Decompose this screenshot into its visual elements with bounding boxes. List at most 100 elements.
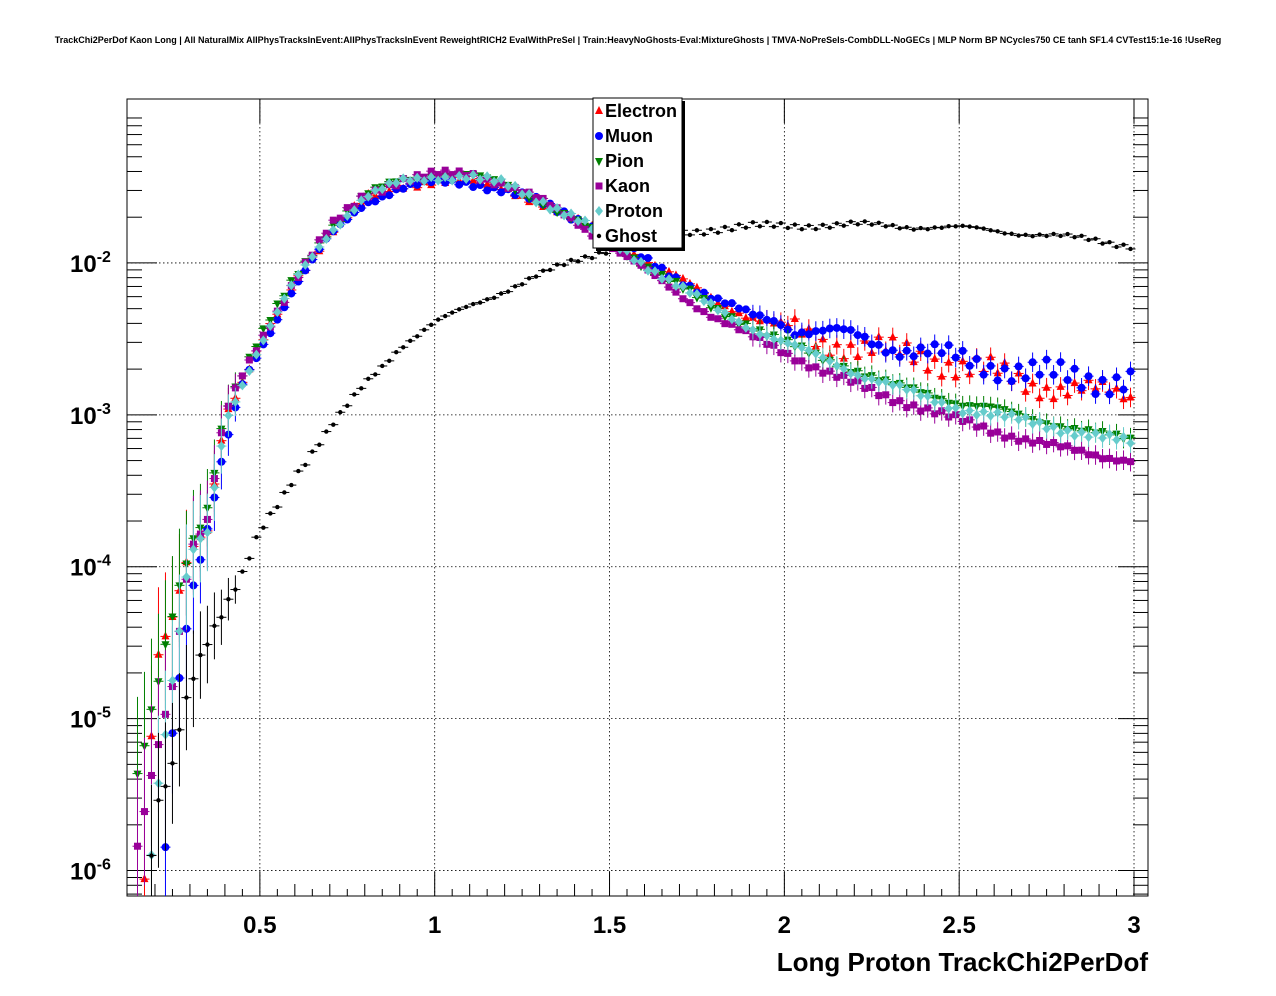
data-point — [1057, 443, 1065, 451]
data-point — [554, 262, 560, 267]
data-point — [1049, 370, 1058, 379]
data-point — [212, 623, 217, 629]
data-point — [581, 225, 589, 233]
data-point — [603, 251, 609, 256]
data-point — [1070, 364, 1079, 373]
data-points — [132, 166, 1136, 896]
data-point — [875, 392, 883, 400]
data-point — [623, 253, 631, 261]
data-point — [1014, 362, 1023, 371]
data-point — [1063, 376, 1072, 385]
data-point — [1070, 430, 1079, 441]
data-point — [429, 322, 434, 328]
data-point — [301, 259, 310, 270]
data-point — [380, 363, 385, 369]
data-point — [867, 373, 876, 384]
data-point — [930, 340, 939, 349]
data-point — [1072, 234, 1077, 240]
data-point — [170, 761, 175, 766]
data-point — [755, 311, 764, 320]
data-point — [678, 281, 687, 292]
data-point — [833, 373, 841, 381]
y-axis-ticks: 10-2 10-3 10-4 10-5 10-6 — [70, 117, 1148, 895]
data-point — [1105, 429, 1114, 440]
data-point — [1021, 374, 1030, 383]
data-point — [177, 727, 182, 733]
data-point — [324, 429, 329, 434]
data-point — [902, 346, 911, 355]
data-point — [841, 223, 846, 228]
legend-marker — [595, 132, 603, 140]
legend-marker — [595, 206, 603, 216]
data-point — [1084, 432, 1093, 443]
data-point — [714, 315, 722, 323]
data-point — [1001, 434, 1009, 442]
data-point — [1091, 428, 1100, 439]
data-point — [784, 349, 792, 357]
data-point — [497, 174, 506, 185]
data-point — [1100, 241, 1105, 246]
data-point — [825, 356, 834, 367]
legend-entry-pion: Pion — [605, 151, 644, 171]
data-point — [706, 304, 715, 313]
data-point — [1042, 382, 1051, 391]
data-point — [903, 404, 911, 412]
data-point — [643, 265, 652, 276]
data-point — [671, 280, 680, 291]
data-point — [196, 533, 205, 544]
data-point — [259, 335, 268, 346]
data-point — [812, 363, 820, 371]
data-point — [804, 330, 813, 339]
data-point — [294, 269, 303, 280]
data-point — [168, 675, 177, 686]
data-point — [790, 313, 799, 322]
data-point — [923, 365, 932, 374]
data-point — [1105, 390, 1114, 399]
data-point — [1007, 408, 1016, 419]
data-point — [387, 358, 392, 364]
data-point — [526, 276, 532, 281]
data-point — [259, 331, 267, 339]
legend-marker — [596, 233, 602, 239]
data-point — [657, 263, 666, 272]
data-point — [359, 386, 364, 391]
data-point — [441, 171, 450, 182]
data-point — [728, 320, 736, 328]
data-point — [755, 329, 764, 340]
data-point — [275, 504, 280, 510]
data-point — [890, 222, 895, 228]
data-point — [247, 556, 252, 561]
data-point — [972, 354, 981, 363]
data-point — [715, 230, 721, 235]
data-point — [1035, 370, 1044, 379]
data-point — [210, 482, 219, 493]
data-point — [224, 410, 233, 421]
data-point — [1078, 446, 1086, 454]
data-point — [456, 307, 462, 312]
data-point — [1000, 412, 1009, 423]
data-point — [909, 352, 918, 361]
data-point — [1128, 246, 1133, 252]
data-point — [575, 259, 581, 264]
data-point — [1049, 394, 1058, 403]
data-point — [561, 262, 567, 268]
data-point — [533, 274, 539, 279]
data-point — [818, 352, 827, 363]
data-point — [819, 369, 827, 377]
legend-entry-muon: Muon — [605, 126, 653, 146]
data-point — [1007, 377, 1016, 386]
data-point — [303, 462, 308, 468]
data-point — [1023, 232, 1028, 237]
data-point — [848, 219, 853, 224]
data-point — [401, 345, 406, 350]
data-point — [1099, 455, 1107, 463]
data-point — [630, 255, 639, 266]
data-point — [981, 226, 986, 231]
data-point — [951, 372, 960, 381]
data-point — [1037, 232, 1042, 237]
data-point — [366, 376, 371, 381]
data-point — [826, 367, 834, 375]
data-point — [917, 407, 925, 415]
data-point — [923, 349, 932, 358]
data-point — [1035, 393, 1044, 402]
